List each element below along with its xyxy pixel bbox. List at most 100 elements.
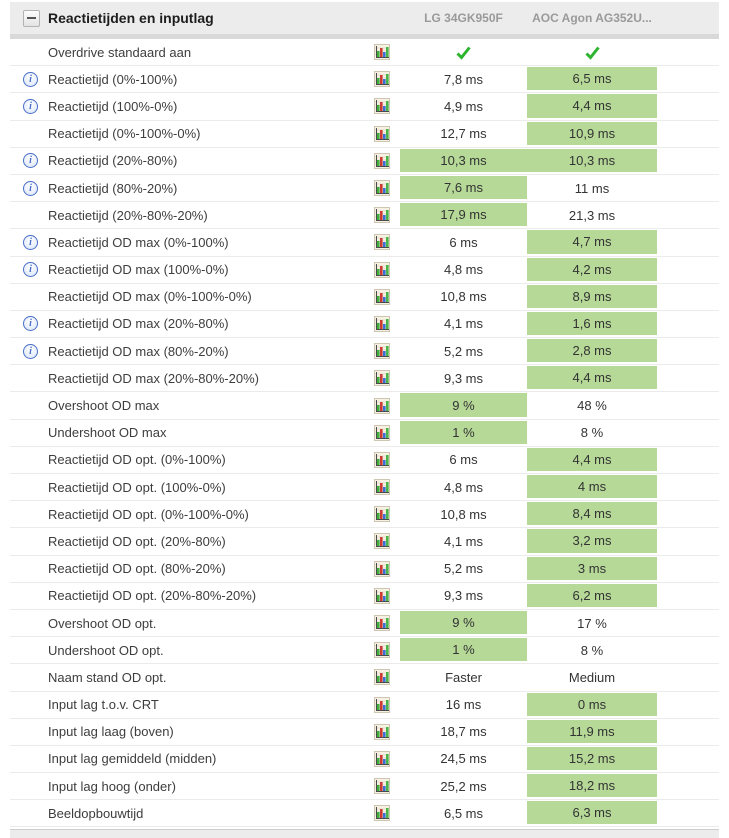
- bar-chart-icon[interactable]: [374, 397, 390, 414]
- info-icon[interactable]: i: [23, 262, 38, 278]
- bar-chart-icon[interactable]: [374, 723, 390, 740]
- value-product-2: 11,9 ms: [527, 719, 657, 743]
- row-label: Naam stand OD opt.: [48, 669, 167, 685]
- table-row: i Reactietijd (20%-80%) 10,3 ms: [10, 148, 719, 175]
- row-label: Reactietijd (0%-100%): [48, 71, 178, 87]
- bar-chart-icon[interactable]: [374, 207, 390, 224]
- value-product-2: 8 %: [580, 642, 604, 658]
- info-icon[interactable]: i: [23, 71, 38, 87]
- bar-chart-icon[interactable]: [374, 533, 390, 550]
- check-icon: [456, 45, 471, 60]
- chart-cell: [364, 148, 400, 174]
- chart-cell: [364, 365, 400, 391]
- value-product-2: 6,5 ms: [527, 67, 657, 91]
- bar-chart-icon[interactable]: [374, 261, 390, 278]
- info-icon[interactable]: i: [23, 234, 38, 250]
- chart-cell: [364, 39, 400, 65]
- row-label: Reactietijd OD opt. (20%-80%): [48, 533, 226, 549]
- table-row: i Input lag hoog (onder) 25,2 ms: [10, 773, 719, 801]
- value-product-2: 8,4 ms: [527, 502, 657, 526]
- bar-chart-icon[interactable]: [374, 587, 390, 604]
- value-product-1: 7,6 ms: [400, 175, 527, 200]
- row-label: Reactietijd (100%-0%): [48, 98, 178, 114]
- value-product-2: 48 %: [577, 398, 607, 414]
- table-row: i Reactietijd OD max (20%-80%-20%): [10, 365, 719, 393]
- bar-chart-icon[interactable]: [374, 44, 390, 61]
- row-spacer: [657, 229, 719, 255]
- row-spacer: [657, 637, 719, 663]
- info-icon[interactable]: i: [23, 316, 38, 332]
- info-cell: i: [10, 746, 46, 772]
- value-product-1: 5,2 ms: [443, 343, 483, 359]
- row-spacer: [657, 338, 719, 364]
- bar-chart-icon[interactable]: [374, 71, 390, 88]
- bar-chart-icon[interactable]: [374, 152, 390, 169]
- value-product-2: 4,4 ms: [527, 366, 657, 390]
- bar-chart-icon[interactable]: [374, 315, 390, 332]
- value-product-1: 7,8 ms: [443, 71, 483, 87]
- info-icon[interactable]: i: [23, 153, 38, 169]
- column-header-product-1[interactable]: LG 34GK950F: [424, 11, 503, 25]
- bar-chart-icon[interactable]: [374, 234, 390, 251]
- column-header-product-2[interactable]: AOC Agon AG352U...: [532, 11, 652, 25]
- info-icon[interactable]: i: [23, 343, 38, 359]
- bar-chart-icon[interactable]: [374, 506, 390, 523]
- row-label: Overshoot OD max: [48, 398, 160, 414]
- row-spacer: [657, 447, 719, 473]
- info-cell: i: [10, 121, 46, 147]
- chart-cell: [364, 338, 400, 364]
- table-row: i Reactietijd OD max (0%-100%) 6 ms: [10, 229, 719, 257]
- value-product-2: 11 ms: [574, 180, 610, 196]
- chart-cell: [364, 420, 400, 446]
- chart-cell: [364, 202, 400, 228]
- value-product-1: 6 ms: [449, 234, 478, 250]
- value-product-2: 4,4 ms: [527, 94, 657, 118]
- chart-cell: [364, 257, 400, 283]
- bar-chart-icon[interactable]: [374, 805, 390, 822]
- info-cell: i: [10, 39, 46, 65]
- bar-chart-icon[interactable]: [374, 370, 390, 387]
- value-product-1: 25,2 ms: [440, 778, 487, 794]
- bar-chart-icon[interactable]: [374, 696, 390, 713]
- value-product-2: 4,4 ms: [527, 447, 657, 471]
- row-label: Overshoot OD opt.: [48, 615, 157, 631]
- value-product-2: 1,6 ms: [527, 311, 657, 336]
- bar-chart-icon[interactable]: [374, 343, 390, 360]
- row-spacer: [657, 66, 719, 92]
- bar-chart-icon[interactable]: [374, 98, 390, 115]
- row-label: Input lag hoog (onder): [48, 778, 176, 794]
- value-product-1: 10,3 ms: [400, 148, 527, 172]
- info-icon[interactable]: i: [23, 98, 38, 114]
- value-product-1: 4,1 ms: [443, 316, 483, 332]
- bar-chart-icon[interactable]: [374, 288, 390, 305]
- bar-chart-icon[interactable]: [374, 615, 390, 632]
- info-cell: i: [10, 229, 46, 255]
- table-row: i Beeldopbouwtijd 6,5 ms 6,3 ms: [10, 800, 719, 828]
- bar-chart-icon[interactable]: [374, 560, 390, 577]
- row-label: Reactietijd OD opt. (0%-100%): [48, 452, 226, 468]
- table-row: i Reactietijd (80%-20%) 7,6 ms: [10, 175, 719, 203]
- row-label: Reactietijd OD max (100%-0%): [48, 262, 229, 278]
- info-icon[interactable]: i: [23, 180, 38, 196]
- row-spacer: [657, 583, 719, 609]
- row-label: Input lag t.o.v. CRT: [48, 697, 159, 713]
- chart-cell: [364, 692, 400, 718]
- value-product-1: 4,1 ms: [443, 533, 483, 549]
- bar-chart-icon[interactable]: [374, 750, 390, 767]
- table-row: i Undershoot OD opt. 1 % 8 %: [10, 637, 719, 665]
- bar-chart-icon[interactable]: [374, 642, 390, 659]
- bar-chart-icon[interactable]: [374, 180, 390, 197]
- bar-chart-icon[interactable]: [374, 125, 390, 142]
- row-label: Reactietijd (20%-80%-20%): [48, 207, 208, 223]
- collapse-button[interactable]: [23, 9, 40, 27]
- value-product-1: 5,2 ms: [443, 561, 483, 577]
- bar-chart-icon[interactable]: [374, 479, 390, 496]
- bar-chart-icon[interactable]: [374, 451, 390, 468]
- bar-chart-icon[interactable]: [374, 424, 390, 441]
- value-product-1: 9,3 ms: [443, 588, 483, 604]
- bar-chart-icon[interactable]: [374, 778, 390, 795]
- bar-chart-icon[interactable]: [374, 669, 390, 686]
- table-row: i Reactietijd OD max (80%-20%) 5,2: [10, 338, 719, 366]
- table-row: i Reactietijd OD opt. (20%-80%) 4,1: [10, 528, 719, 556]
- value-product-1: 4,9 ms: [443, 98, 483, 114]
